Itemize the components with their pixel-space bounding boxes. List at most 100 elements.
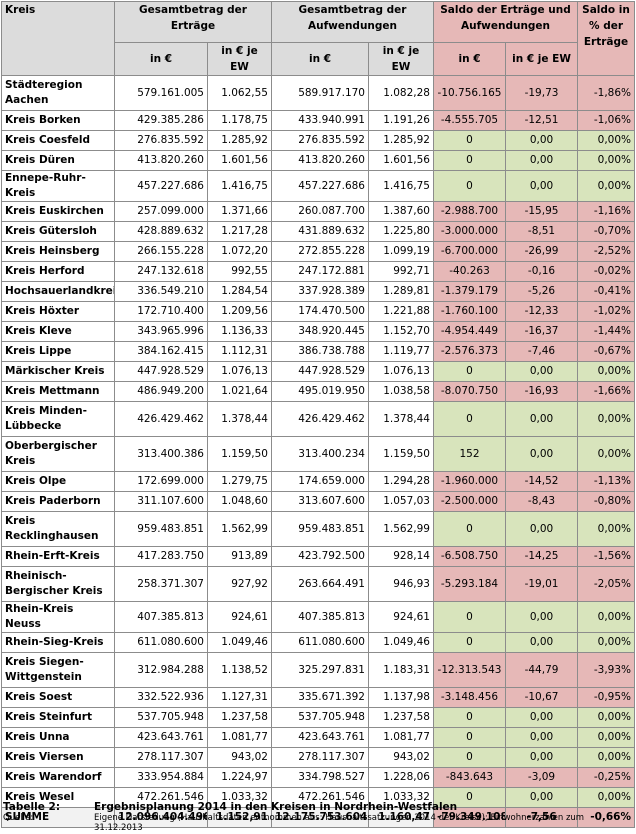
summe-cell-ertraege-eur: 12.096.404.496 (114, 807, 208, 828)
table-row: Kreis Coesfeld 276.835.592 1.285,92 276.835… (1, 130, 636, 151)
header-ertraege: Gesamtbetrag der Erträge (114, 1, 272, 43)
header-saldo: Saldo der Erträge und Aufwendungen (432, 1, 579, 43)
table-row: Kreis Lippe 384.162.415 1.112,31 386.738.78… (1, 341, 636, 362)
subheader-ertraege-ew: in € je EW (207, 42, 272, 76)
table-cell-saldo-ew: -16,37 (504, 321, 579, 342)
table-cell-aufwendungen-ew: 1.081,77 (368, 727, 434, 748)
table-cell-aufwendungen-ew: 924,61 (368, 601, 434, 633)
table-row: Kreis Steinfurt 537.705.948 1.237,58 537.70… (1, 707, 636, 728)
table-cell-saldo-pct: 0,00% (577, 632, 636, 653)
summe-cell-saldo-pct: -0,66% (577, 807, 636, 828)
table-cell-ertraege-eur: 247.132.618 (114, 261, 208, 282)
table-cell-saldo-pct: -0,70% (577, 221, 636, 242)
table-cell-saldo-eur: 0 (433, 727, 506, 748)
table-cell-kreis: Hochsauerlandkreis (1, 281, 115, 302)
table-cell-ertraege-ew: 1.021,64 (207, 381, 272, 402)
table-cell-saldo-ew: 0,00 (504, 150, 579, 171)
table-cell-saldo-pct: 0,00% (577, 601, 636, 633)
table-cell-ertraege-ew: 1.159,50 (207, 436, 272, 472)
table-cell-kreis: Kreis Euskirchen (1, 201, 115, 222)
table-cell-ertraege-eur: 579.161.005 (114, 75, 208, 111)
table-cell-saldo-eur: -3.000.000 (433, 221, 506, 242)
table-cell-aufwendungen-eur: 413.820.260 (271, 150, 369, 171)
table-cell-saldo-ew: -12,33 (504, 301, 579, 322)
table-cell-ertraege-ew: 1.138,52 (207, 652, 272, 688)
table-cell-ertraege-ew: 1.416,75 (207, 170, 272, 202)
table-cell-aufwendungen-ew: 1.221,88 (368, 301, 434, 322)
table-cell-saldo-pct: -1,44% (577, 321, 636, 342)
table-cell-saldo-pct: -1,16% (577, 201, 636, 222)
table-cell-saldo-eur: -40.263 (433, 261, 506, 282)
table-cell-kreis: Kreis Herford (1, 261, 115, 282)
table-row: Kreis Soest 332.522.936 1.127,31 335.671.39… (1, 687, 636, 708)
summe-cell-kreis: SUMME (1, 807, 115, 828)
source-label: Quelle: (3, 813, 34, 823)
table-cell-kreis: Kreis Heinsberg (1, 241, 115, 262)
table-cell-saldo-pct: -2,05% (577, 566, 636, 602)
table-cell-aufwendungen-eur: 611.080.600 (271, 632, 369, 653)
table-row: Hochsauerlandkreis 336.549.210 1.284,54 337… (1, 281, 636, 302)
table-cell-aufwendungen-eur: 959.483.851 (271, 511, 369, 547)
table-cell-kreis: Ennepe-Ruhr-Kreis (1, 170, 115, 202)
table-cell-kreis: Kreis Steinfurt (1, 707, 115, 728)
table-cell-saldo-pct: -1,66% (577, 381, 636, 402)
table-cell-saldo-eur: 0 (433, 511, 506, 547)
table-cell-ertraege-ew: 1.072,20 (207, 241, 272, 262)
table-cell-saldo-pct: -1,86% (577, 75, 636, 111)
table-cell-ertraege-eur: 384.162.415 (114, 341, 208, 362)
table-cell-aufwendungen-eur: 423.643.761 (271, 727, 369, 748)
table-cell-aufwendungen-ew: 1.159,50 (368, 436, 434, 472)
table-cell-saldo-pct: -2,52% (577, 241, 636, 262)
table-cell-saldo-eur: -843.643 (433, 767, 506, 788)
table-cell-ertraege-eur: 278.117.307 (114, 747, 208, 768)
table-cell-saldo-ew: 0,00 (504, 632, 579, 653)
table-cell-ertraege-eur: 333.954.884 (114, 767, 208, 788)
table-cell-saldo-pct: -0,95% (577, 687, 636, 708)
table-cell-ertraege-eur: 413.820.260 (114, 150, 208, 171)
table-cell-saldo-eur: -4.555.705 (433, 110, 506, 131)
table-cell-ertraege-eur: 258.371.307 (114, 566, 208, 602)
table-cell-aufwendungen-eur: 174.470.500 (271, 301, 369, 322)
table-row: Kreis Paderborn 311.107.600 1.048,60 313.60… (1, 491, 636, 512)
table-cell-saldo-pct: 0,00% (577, 170, 636, 202)
table-cell-aufwendungen-ew: 943,02 (368, 747, 434, 768)
table-cell-aufwendungen-eur: 260.087.700 (271, 201, 369, 222)
table-cell-saldo-pct: -0,02% (577, 261, 636, 282)
table-cell-aufwendungen-ew: 1.183,31 (368, 652, 434, 688)
summe-cell-saldo-eur: -79.349.108 (433, 807, 506, 828)
table-cell-saldo-pct: -1,56% (577, 546, 636, 567)
table-cell-kreis: Kreis Soest (1, 687, 115, 708)
table-cell-saldo-eur: -6.508.750 (433, 546, 506, 567)
table-cell-saldo-ew: -19,73 (504, 75, 579, 111)
table-cell-saldo-eur: 0 (433, 170, 506, 202)
table-cell-aufwendungen-eur: 276.835.592 (271, 130, 369, 151)
table-cell-kreis: Rhein-Sieg-Kreis (1, 632, 115, 653)
table-cell-aufwendungen-eur: 407.385.813 (271, 601, 369, 633)
table-cell-kreis: Rhein-Kreis Neuss (1, 601, 115, 633)
table-cell-aufwendungen-ew: 1.119,77 (368, 341, 434, 362)
table-cell-saldo-ew: -15,95 (504, 201, 579, 222)
table-cell-saldo-pct: -0,25% (577, 767, 636, 788)
table-cell-saldo-pct: 0,00% (577, 436, 636, 472)
table-cell-aufwendungen-ew: 1.152,70 (368, 321, 434, 342)
table-cell-aufwendungen-ew: 1.082,28 (368, 75, 434, 111)
table-cell-kreis: Kreis Höxter (1, 301, 115, 322)
table-cell-ertraege-eur: 276.835.592 (114, 130, 208, 151)
table-cell-aufwendungen-eur: 537.705.948 (271, 707, 369, 728)
table-cell-ertraege-eur: 407.385.813 (114, 601, 208, 633)
table-cell-ertraege-ew: 1.237,58 (207, 707, 272, 728)
table-cell-aufwendungen-eur: 386.738.788 (271, 341, 369, 362)
table-cell-aufwendungen-ew: 1.076,13 (368, 361, 434, 382)
table-cell-kreis: Kreis Coesfeld (1, 130, 115, 151)
table-cell-ertraege-eur: 611.080.600 (114, 632, 208, 653)
table-cell-ertraege-ew: 1.279,75 (207, 471, 272, 492)
table-cell-saldo-ew: -0,16 (504, 261, 579, 282)
table-cell-kreis: Kreis Paderborn (1, 491, 115, 512)
table-cell-saldo-ew: -14,25 (504, 546, 579, 567)
table-cell-aufwendungen-eur: 272.855.228 (271, 241, 369, 262)
table-cell-saldo-ew: 0,00 (504, 727, 579, 748)
table-row-summe: SUMME 12.096.404.496 1.152,91 12.175.753.60… (1, 807, 636, 828)
table-cell-saldo-eur: -2.500.000 (433, 491, 506, 512)
table-cell-ertraege-eur: 423.643.761 (114, 727, 208, 748)
table-cell-ertraege-eur: 537.705.948 (114, 707, 208, 728)
